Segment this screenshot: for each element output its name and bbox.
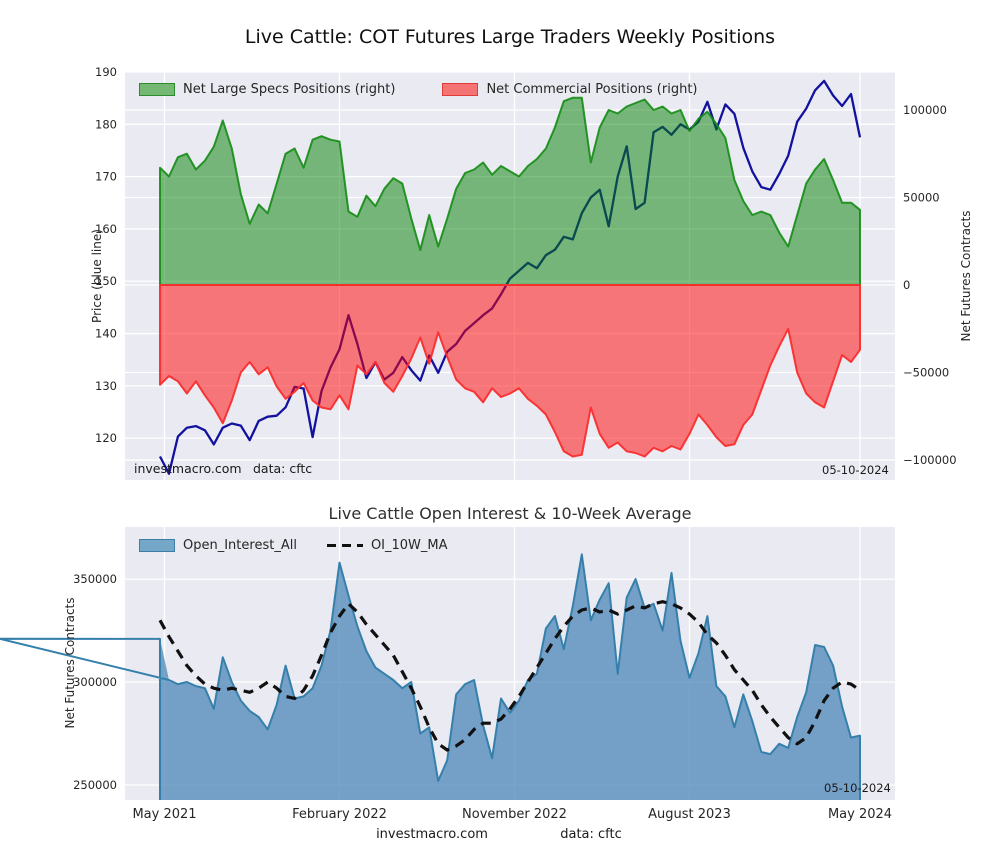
top-watermark: investmacro.com xyxy=(134,461,242,476)
oi-left-tick-label: 250000 xyxy=(73,778,117,792)
cot-left-tick-label: 150 xyxy=(95,274,117,288)
top-chart-title: Live Cattle: COT Futures Large Traders W… xyxy=(244,26,776,48)
series-oi-10w-ma xyxy=(158,600,861,752)
legend-item-open-interest[interactable]: Open_Interest_All xyxy=(139,538,297,553)
oi-x-tick-label: November 2022 xyxy=(462,807,567,822)
bottom-left-axis-label: Net Futures Contracts xyxy=(63,597,77,729)
cot-left-tick-label: 130 xyxy=(95,379,117,393)
top-chart-legend: Net Large Specs Positions (right) Net Co… xyxy=(139,82,697,97)
bottom-chart-legend: Open_Interest_All OI_10W_MA xyxy=(139,538,448,553)
legend-label: Net Commercial Positions (right) xyxy=(486,82,698,97)
cot-left-tick-label: 190 xyxy=(95,65,117,79)
bottom-date-label: 05-10-2024 xyxy=(824,781,891,795)
cot-right-tick-label: −50000 xyxy=(903,366,949,380)
green-area-swatch-icon xyxy=(139,83,175,96)
cot-left-tick-label: 170 xyxy=(95,170,117,184)
series-net-commercial-positions-right xyxy=(159,284,861,458)
oi-left-tick-label: 350000 xyxy=(73,572,117,586)
cot-right-tick-label: −100000 xyxy=(903,453,957,467)
top-data-source: data: cftc xyxy=(253,461,313,476)
oi-x-tick-label: August 2023 xyxy=(648,807,731,822)
legend-label: Open_Interest_All xyxy=(183,538,297,553)
legend-item-net-large-specs[interactable]: Net Large Specs Positions (right) xyxy=(139,82,395,97)
cot-left-tick-label: 160 xyxy=(95,222,117,236)
blue-area-swatch-icon xyxy=(139,539,175,552)
series-net-large-specs-positions-right xyxy=(159,96,861,286)
oi-x-tick-label: February 2022 xyxy=(292,807,387,822)
legend-label: OI_10W_MA xyxy=(370,538,448,553)
cot-left-tick-label: 180 xyxy=(95,117,117,131)
footer-watermark: investmacro.com xyxy=(376,827,488,842)
legend-item-net-commercial[interactable]: Net Commercial Positions (right) xyxy=(442,82,697,97)
oi-x-tick-label: May 2021 xyxy=(132,807,196,822)
legend-item-oi-10w-ma[interactable]: OI_10W_MA xyxy=(326,538,448,553)
dashed-line-swatch-icon xyxy=(326,543,363,548)
cot-left-tick-label: 140 xyxy=(95,327,117,341)
top-date-label: 05-10-2024 xyxy=(822,463,889,477)
cot-left-tick-label: 120 xyxy=(95,431,117,445)
series-open-interest-all-fill xyxy=(160,554,860,800)
legend-label: Net Large Specs Positions (right) xyxy=(183,82,396,97)
cot-right-tick-label: 0 xyxy=(903,278,910,292)
series-open-interest-all-edge xyxy=(0,553,861,800)
oi-x-tick-label: May 2024 xyxy=(828,807,892,822)
footer-data-source: data: cftc xyxy=(560,827,622,842)
cot-right-tick-label: 100000 xyxy=(903,103,947,117)
bottom-chart-title: Live Cattle Open Interest & 10-Week Aver… xyxy=(328,504,692,523)
top-right-axis-label: Net Futures Contracts xyxy=(959,210,973,342)
top-left-axis-label: Price (blue line) xyxy=(90,229,104,323)
cot-right-tick-label: 50000 xyxy=(903,190,940,204)
red-area-swatch-icon xyxy=(442,83,479,96)
oi-left-tick-label: 300000 xyxy=(73,675,117,689)
